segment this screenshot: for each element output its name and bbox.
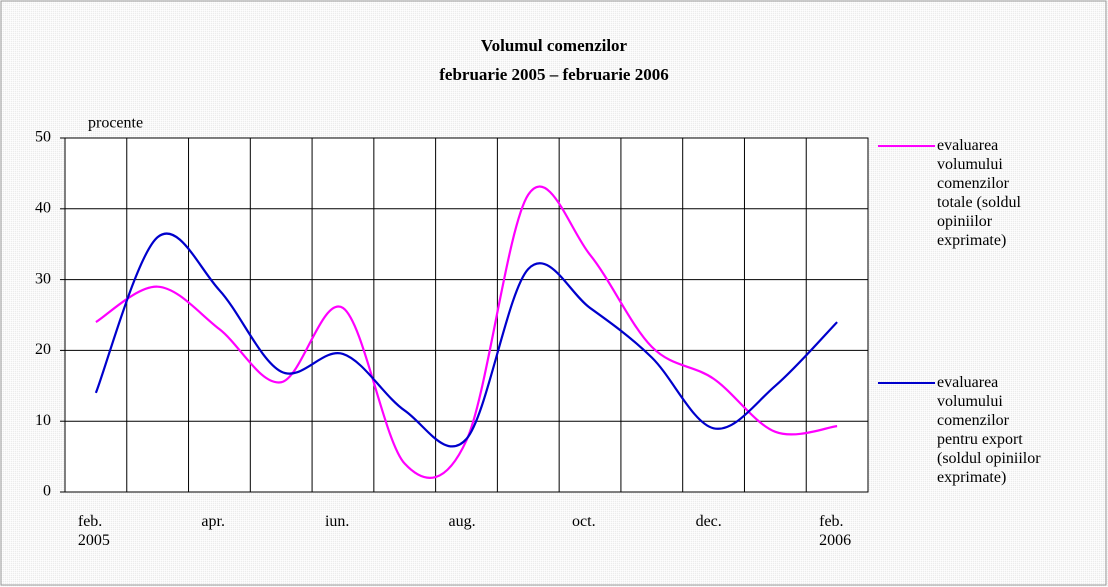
x-tick-label: dec. [695,513,722,530]
x-tick-label: aug. [448,513,476,530]
y-tick-label: 20 [35,341,51,358]
legend-label: evaluarea volumului comenzilor pentru ex… [937,374,1041,486]
x-tick-label: oct. [572,513,596,530]
chart-title: Volumul comenzilor [481,36,628,55]
x-tick-label: iun. [324,513,350,530]
y-tick-label: 40 [35,199,51,216]
y-tick-label: 30 [35,270,51,287]
x-tick-label: feb. 2006 [819,513,852,549]
y-tick-label: 0 [43,483,51,500]
y-axis-label: procente [88,115,143,132]
plot-area [65,138,868,492]
plot-border [64,137,869,493]
x-tick-label: apr. [201,513,225,530]
y-tick-label: 10 [35,412,51,429]
legend-label: evaluarea volumului comenzilor totale (s… [937,137,1021,249]
y-tick-label: 50 [35,129,51,146]
chart-subtitle: februarie 2005 – februarie 2006 [439,65,668,84]
series-line [94,232,838,448]
x-tick-label: feb. 2005 [77,513,110,549]
